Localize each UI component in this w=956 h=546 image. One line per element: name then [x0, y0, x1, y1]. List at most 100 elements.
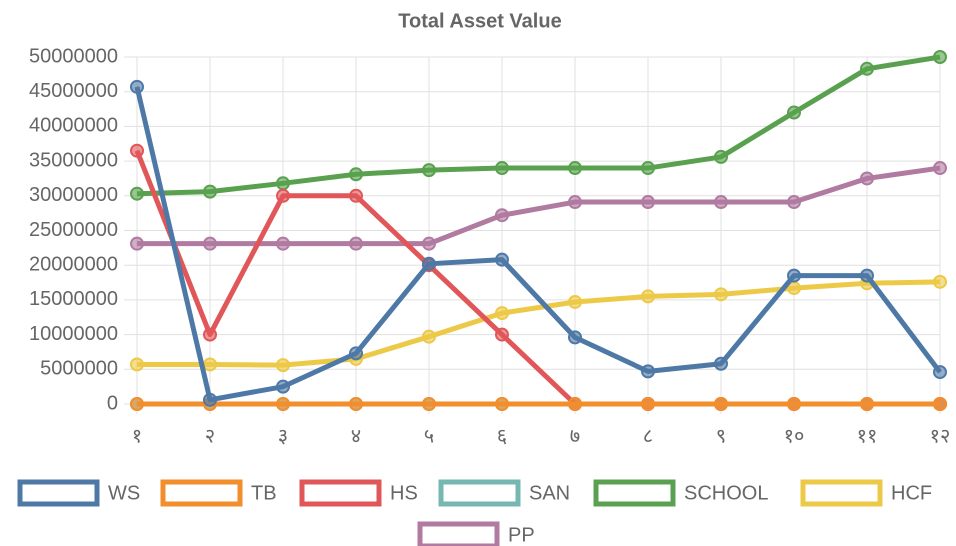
- y-tick-label: 20000000: [29, 253, 118, 275]
- point: [130, 357, 144, 372]
- point: [787, 105, 801, 120]
- y-tick-label: 10000000: [29, 323, 118, 345]
- point: [203, 392, 217, 407]
- point: [787, 268, 801, 283]
- point: [276, 379, 290, 394]
- x-tick-label: ७: [570, 425, 580, 447]
- legend-swatch: [160, 479, 243, 507]
- point: [787, 397, 801, 411]
- legend-swatch: [438, 479, 521, 507]
- point: [130, 397, 144, 411]
- point: [203, 327, 217, 342]
- point: [933, 50, 947, 64]
- line: [136, 54, 941, 197]
- point: [641, 364, 655, 379]
- y-tick-label: 45000000: [29, 80, 118, 102]
- point: [860, 171, 874, 186]
- point: [860, 61, 874, 76]
- point: [130, 79, 144, 94]
- x-tick-label: १२: [930, 425, 951, 447]
- point: [933, 274, 947, 289]
- y-tick-label: 15000000: [29, 288, 118, 310]
- point: [276, 236, 290, 251]
- point: [641, 397, 655, 411]
- point: [860, 397, 874, 411]
- point: [641, 289, 655, 304]
- point: [203, 357, 217, 372]
- point: [860, 268, 874, 283]
- point: [933, 365, 947, 380]
- point: [495, 397, 509, 411]
- point: [422, 163, 436, 178]
- point: [422, 236, 436, 251]
- legend-label: HCF: [891, 482, 932, 504]
- line: [134, 86, 942, 403]
- point: [495, 327, 509, 342]
- x-tick-label: ११: [857, 425, 878, 447]
- grid: [124, 56, 941, 414]
- y-tick-label: 50000000: [29, 45, 118, 67]
- x-tick-label: ६: [497, 425, 507, 447]
- point: [714, 195, 728, 210]
- legend-swatch: [800, 479, 883, 507]
- point: [276, 188, 290, 203]
- point: [714, 356, 728, 371]
- legend-swatch: [417, 521, 500, 546]
- point: [933, 397, 947, 411]
- legend-label: SCHOOL: [684, 482, 768, 504]
- point: [349, 397, 363, 411]
- point: [349, 346, 363, 361]
- point: [568, 161, 582, 176]
- series: [130, 274, 947, 373]
- line: [137, 165, 941, 247]
- chart-title: Total Asset Value: [398, 10, 561, 32]
- point: [641, 161, 655, 176]
- legend-swatch: [299, 479, 382, 507]
- legend-label: WS: [108, 482, 140, 504]
- point: [714, 397, 728, 411]
- series: [130, 161, 947, 251]
- point: [276, 176, 290, 191]
- point: [422, 397, 436, 411]
- point: [349, 236, 363, 251]
- point: [495, 306, 509, 321]
- x-tick-label: १०: [784, 425, 805, 447]
- point: [276, 397, 290, 411]
- legend-label: HS: [390, 482, 418, 504]
- point: [787, 195, 801, 210]
- point: [933, 161, 947, 176]
- point: [495, 161, 509, 176]
- x-tick-label: ४: [351, 425, 361, 447]
- x-tick-label: ५: [424, 425, 434, 447]
- legend-swatch: [17, 479, 100, 507]
- point: [714, 287, 728, 302]
- point: [568, 330, 582, 345]
- point: [130, 143, 144, 158]
- point: [422, 329, 436, 344]
- point: [568, 195, 582, 210]
- y-tick-label: 5000000: [40, 358, 118, 380]
- point: [130, 186, 144, 201]
- point: [714, 149, 728, 164]
- x-tick-label: ८: [643, 425, 653, 447]
- x-tick-label: ९: [716, 425, 726, 447]
- point: [495, 208, 509, 223]
- y-tick-label: 40000000: [29, 115, 118, 137]
- x-tick-label: २: [205, 425, 215, 447]
- point: [568, 294, 582, 309]
- line: [137, 279, 941, 368]
- legend-label: SAN: [529, 482, 570, 504]
- legend-label: PP: [508, 524, 535, 546]
- x-tick-label: ३: [278, 425, 288, 447]
- legend-label: TB: [251, 482, 277, 504]
- point: [641, 195, 655, 210]
- series: [130, 397, 947, 411]
- point: [203, 184, 217, 199]
- point: [422, 256, 436, 271]
- point: [495, 252, 509, 267]
- point: [568, 397, 582, 411]
- series: [130, 79, 947, 407]
- y-tick-label: 30000000: [29, 184, 118, 206]
- y-tick-label: 35000000: [29, 149, 118, 171]
